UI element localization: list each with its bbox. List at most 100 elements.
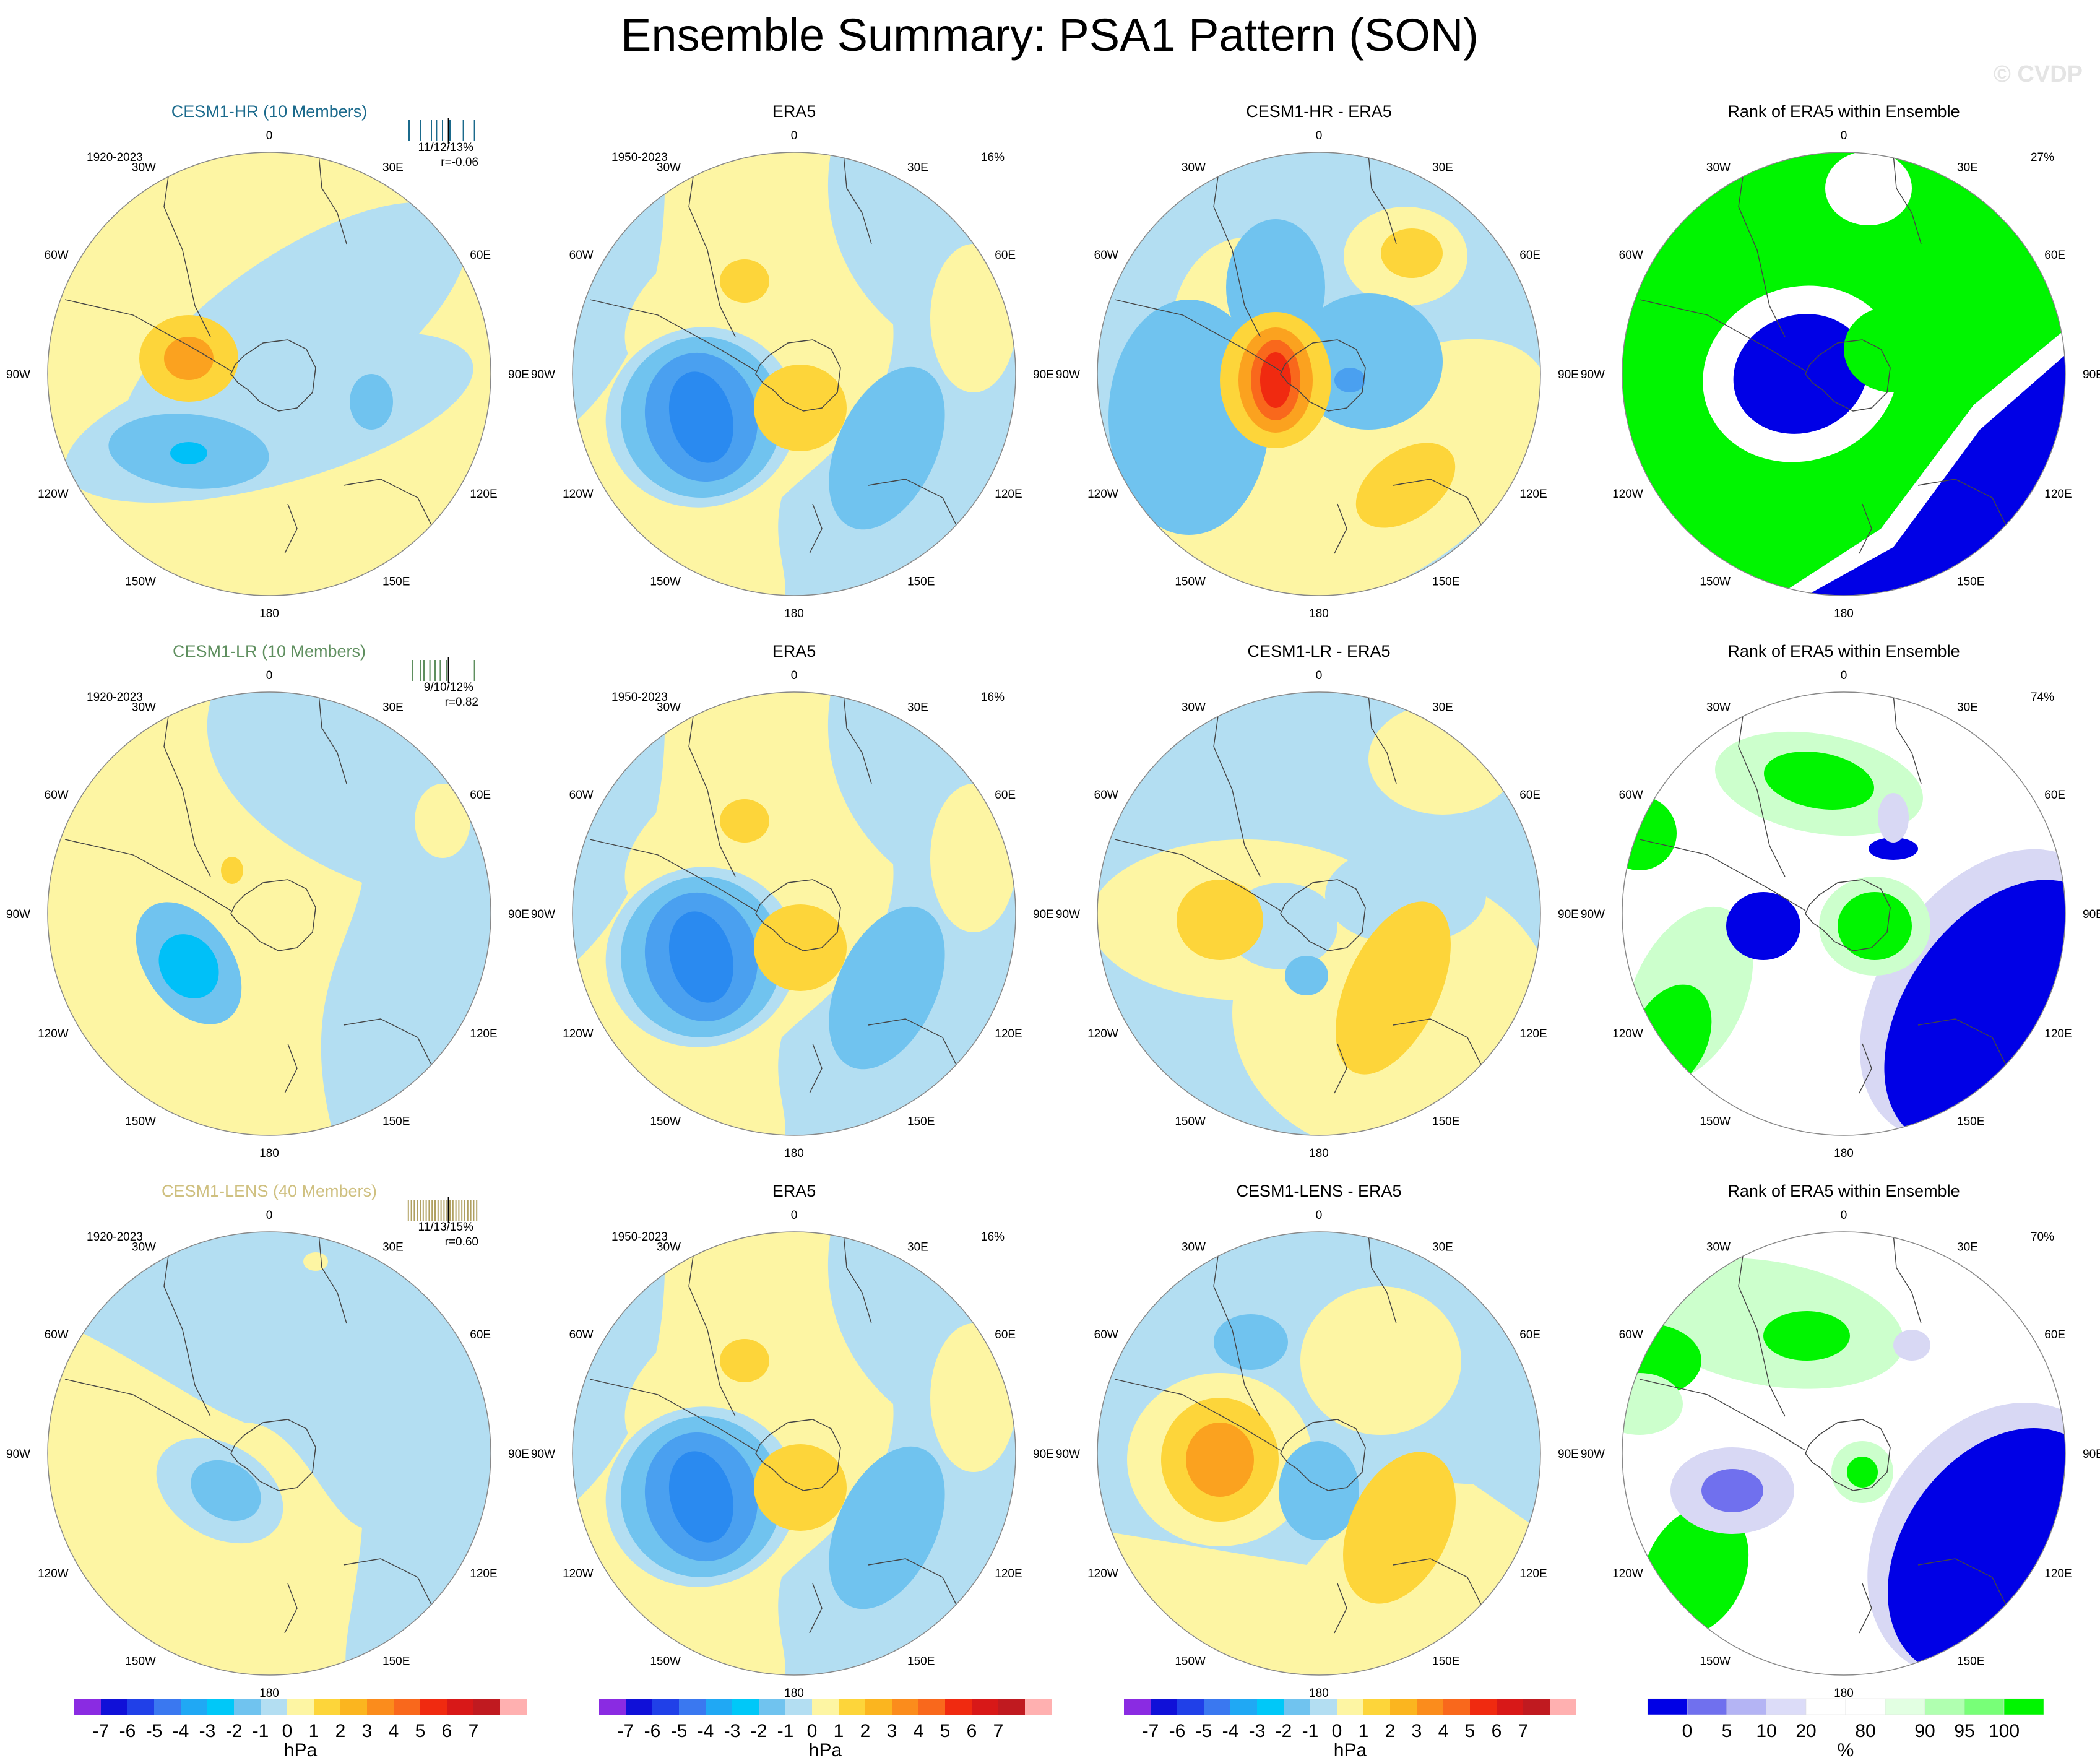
colorbar-tick-label: 0: [282, 1721, 293, 1741]
colorbar-swatch: [261, 1699, 287, 1715]
lon-label: 180: [1309, 607, 1329, 620]
lon-label: 30W: [132, 701, 156, 714]
lon-label: 180: [1309, 1147, 1329, 1160]
colorbar-tick-label: 6: [1492, 1721, 1502, 1741]
contour-region: [1763, 1311, 1850, 1361]
contour-region: [1279, 1441, 1359, 1540]
colorbar-tick-label: -4: [1222, 1721, 1239, 1741]
map-body: [48, 152, 491, 596]
antarctica-coast: [1805, 1419, 1891, 1491]
contour-region: [1343, 1452, 1456, 1604]
member-tick-strip: [412, 657, 475, 683]
contour-region: [1893, 1330, 1930, 1361]
contour-region: [1355, 443, 1456, 528]
map-body: [573, 1232, 1016, 1675]
panel-title: ERA5: [772, 642, 816, 661]
lon-label: 0: [791, 1209, 798, 1222]
colorbar-swatch: [287, 1699, 314, 1715]
lon-label: 30W: [657, 1241, 681, 1254]
colorbar-swatch: [127, 1699, 154, 1715]
rank-pct-label: 74%: [2031, 691, 2054, 704]
panel-rank-row1: 0 30E 60E 90E 120E 150E 180 150W 120W 90W 60W 30W Ra…: [1581, 102, 2100, 620]
south-america-coast: [688, 163, 736, 337]
contour-region: [668, 1451, 734, 1543]
colorbar-swatch: [1647, 1698, 1688, 1715]
variance-label: 16%: [981, 691, 1005, 704]
lon-label: 120E: [470, 488, 497, 501]
contour-region: [1260, 352, 1291, 408]
colorbar-tick-label: 4: [389, 1721, 399, 1741]
new-zealand-coast: [284, 1583, 298, 1634]
lon-label: 90W: [1056, 908, 1080, 921]
contour-region: [1838, 892, 1912, 960]
lon-label: 60E: [470, 1328, 491, 1341]
colorbar-swatch: [473, 1699, 500, 1715]
lon-label: 60E: [470, 789, 491, 802]
lon-label: 120W: [1087, 1028, 1118, 1041]
map-border: [1097, 691, 1541, 1136]
colorbar-swatch: [892, 1699, 918, 1715]
lon-label: 120W: [38, 1028, 69, 1041]
south-america-coast: [1213, 1242, 1261, 1417]
lon-label: 90W: [1581, 368, 1605, 381]
panel-title: CESM1-LENS (40 Members): [162, 1182, 377, 1200]
map-body: [573, 152, 1016, 596]
lon-label: 120E: [2044, 488, 2072, 501]
lon-label: 60E: [995, 249, 1016, 262]
colorbar-tick-label: -4: [698, 1721, 714, 1741]
stats-label: 9/10/12%: [424, 681, 473, 694]
lon-label: 150E: [1432, 1115, 1459, 1128]
colorbar-swatch: [1497, 1699, 1523, 1715]
colorbar-swatch: [1230, 1699, 1257, 1715]
lon-label: 150W: [125, 575, 156, 588]
lon-label: 90E: [508, 368, 529, 381]
contour-region: [48, 287, 170, 386]
lon-label: 90E: [1558, 368, 1579, 381]
lon-label: 0: [266, 669, 273, 682]
panel-diff-row3: 0 30E 60E 90E 120E 150E 180 150W 120W 90W 60W 30W CE…: [1056, 1182, 1579, 1700]
south-america-coast: [688, 1242, 736, 1417]
contour-region: [1186, 1423, 1254, 1497]
colorbar-hpa-2: -7 -6 -5 -4 -3 -2 -1 0 1 2 3 4 5 6 7 hPa: [599, 1699, 1052, 1761]
peninsula-coast: [1639, 839, 1806, 911]
contour-region: [1381, 228, 1443, 278]
contour-region: [1368, 703, 1517, 815]
antarctica-coast: [1280, 1419, 1366, 1491]
contour-region: [930, 784, 1016, 932]
south-america-coast: [163, 703, 211, 877]
panel-diff-row2: 0 30E 60E 90E 120E 150E 180 150W 120W 90W 60W 30W CE…: [1056, 642, 1579, 1160]
contour-region: [1334, 368, 1365, 392]
antarctica-coast: [1280, 879, 1366, 951]
lon-label: 30E: [1432, 1241, 1453, 1254]
colorbar-tick-label: 20: [1795, 1721, 1816, 1741]
lon-label: 150W: [1700, 1115, 1731, 1128]
contour-region: [303, 1252, 328, 1271]
stats-label: 11/13/15%: [418, 1221, 474, 1234]
contour-region: [158, 934, 219, 998]
contour-region: [1878, 793, 1909, 843]
colorbar-tick-label: -6: [1169, 1721, 1186, 1741]
panel-rank-row2: 0 30E 60E 90E 120E 150E 180 150W 120W 90W 60W 30W Ra…: [1581, 642, 2100, 1160]
colorbar-tick-label: 7: [993, 1721, 1004, 1741]
colorbar-tick-label: -3: [199, 1721, 216, 1741]
lon-label: 60E: [995, 1328, 1016, 1341]
colorbar-swatch: [1310, 1699, 1337, 1715]
new-zealand-coast: [809, 503, 823, 554]
colorbar-tick-label: 7: [469, 1721, 479, 1741]
lon-label: 0: [266, 129, 273, 142]
lon-label: 120W: [1087, 488, 1118, 501]
panel-obs-row1: 0 30E 60E 90E 120E 150E 180 150W 120W 90W 60W 30W ER…: [531, 102, 1054, 620]
colorbar-tick-label: -2: [226, 1721, 243, 1741]
lon-label: 120W: [1612, 1028, 1643, 1041]
period-label: 1920-2023: [87, 691, 143, 704]
peninsula-coast: [589, 839, 756, 911]
lon-label: 60E: [1519, 789, 1540, 802]
lon-label: 90W: [6, 908, 30, 921]
map-body: [1622, 1232, 2065, 1675]
colorbar-tick-label: 100: [1989, 1721, 2020, 1741]
lon-label: 0: [1316, 129, 1323, 142]
variance-label: 16%: [981, 151, 1005, 164]
colorbar-tick-label: 1: [309, 1721, 319, 1741]
colorbar-tick-label: 90: [1914, 1721, 1935, 1741]
lon-label: 60E: [1519, 249, 1540, 262]
